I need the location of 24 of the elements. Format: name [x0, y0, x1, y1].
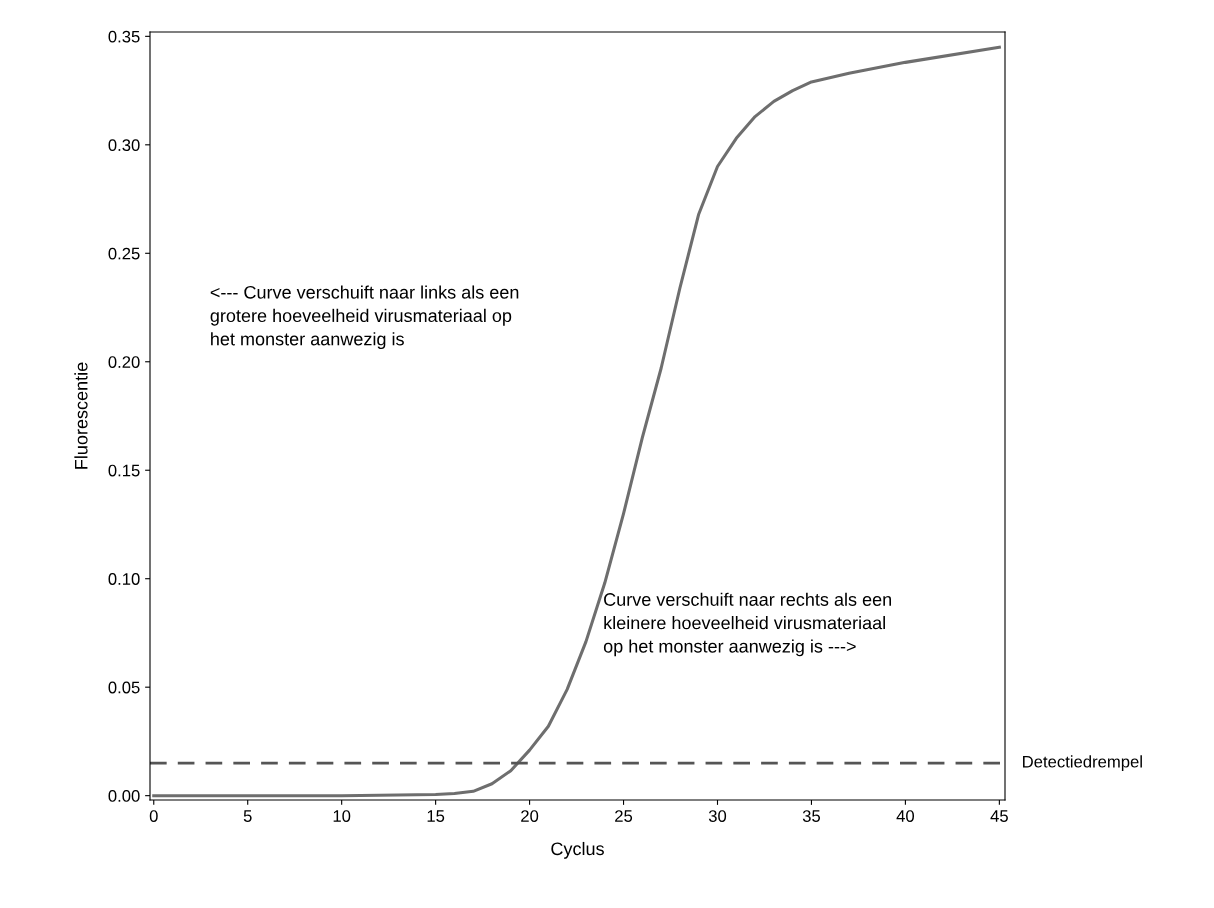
annotation: Curve verschuift naar rechts als een kleinere hoeveelheid virusmateriaal op het monster aanwezig is ---> — [603, 592, 891, 657]
y-tick-label: 0.25 — [108, 247, 140, 260]
y-tick-label: 0.30 — [108, 139, 140, 152]
y-tick-label: 0.35 — [108, 30, 140, 43]
y-tick-label: 0.00 — [108, 790, 140, 802]
x-tick-label: 0 — [149, 810, 158, 822]
x-tick-label: 5 — [243, 810, 252, 822]
y-tick-label: 0.10 — [108, 573, 140, 585]
x-tick-label: 15 — [427, 810, 445, 822]
y-tick-label: 0.15 — [108, 464, 140, 477]
ref-line-label: Detectiedrempel — [1023, 755, 1142, 771]
annotation: <--- Curve verschuift naar links als een grotere hoeveelheid virusmateriaal op het monster aanwezig is — [210, 285, 519, 350]
y-tick-label: 0.05 — [108, 681, 140, 694]
x-tick-label: 20 — [521, 810, 539, 822]
x-tick-label: 40 — [896, 810, 915, 822]
x-tick-label: 35 — [802, 810, 821, 822]
line-series — [152, 45, 1001, 798]
x-tick-label: 45 — [990, 810, 1008, 822]
x-tick-label: 25 — [615, 810, 633, 822]
x-axis-title: Cyclus — [551, 841, 604, 859]
x-tick-label: 10 — [333, 810, 351, 822]
x-tick-label: 30 — [708, 810, 727, 822]
y-axis-title: Fluorescentie — [74, 362, 88, 469]
y-tick-label: 0.20 — [108, 356, 140, 368]
